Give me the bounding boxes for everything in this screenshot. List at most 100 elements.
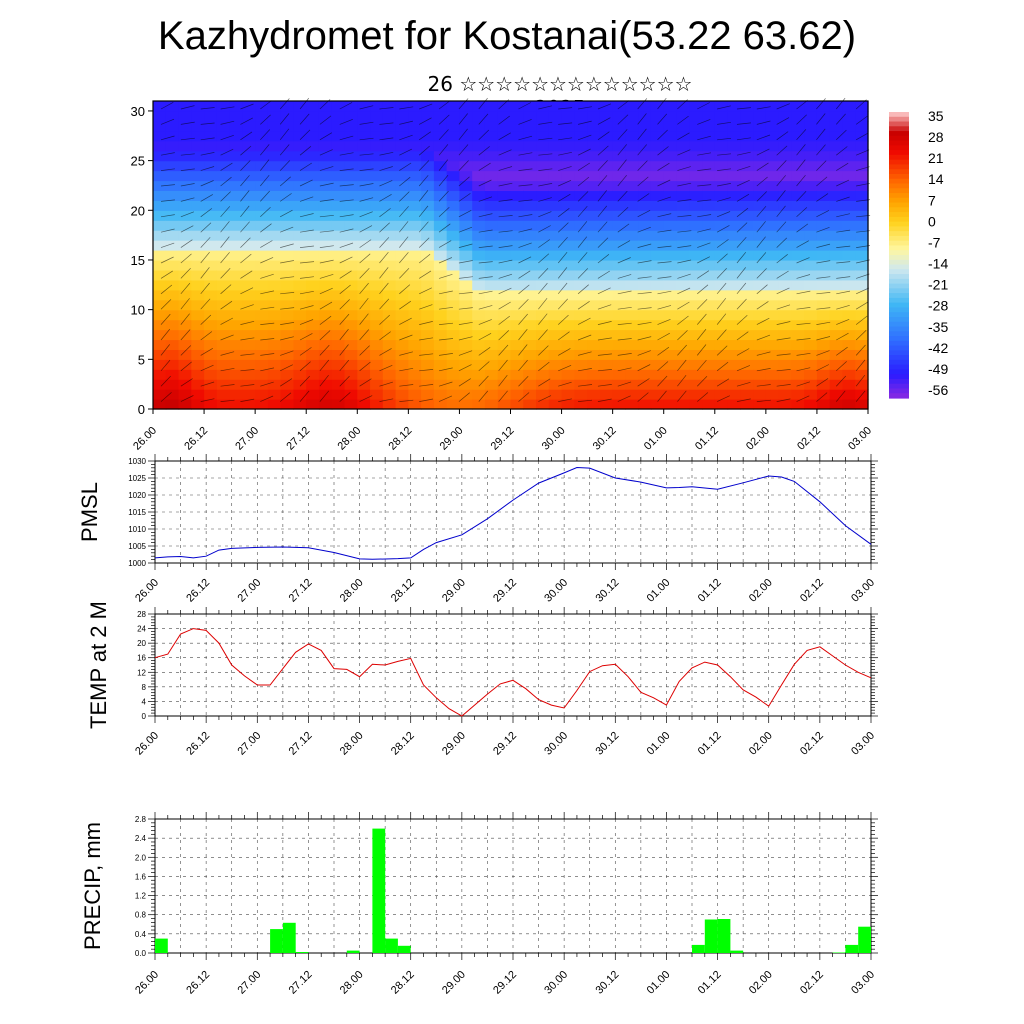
heatmap-cell [625, 180, 639, 192]
wind-barb [160, 184, 175, 187]
wind-barb [855, 287, 870, 295]
wind-barb [418, 205, 429, 218]
heatmap-cell [536, 180, 550, 192]
heatmap-cell [753, 101, 767, 112]
heatmap-cell [153, 359, 167, 370]
wind-barb [419, 384, 434, 387]
colorbar-swatch [889, 374, 909, 380]
x-tick-label: 26.12 [184, 730, 212, 758]
heatmap-cell [599, 399, 614, 410]
heatmap-cell [804, 160, 818, 172]
heatmap-cell [229, 170, 243, 182]
heatmap-cell [548, 230, 563, 241]
x-tick-label: 30.00 [542, 730, 570, 758]
colorbar-swatch [889, 388, 909, 394]
heatmap-cell [625, 200, 639, 211]
wind-barb [260, 338, 275, 341]
wind-barb [617, 144, 627, 156]
heatmap-cell [153, 279, 167, 291]
heatmap-cell [255, 319, 269, 331]
heatmap-cell [382, 329, 397, 341]
x-tick-label: 28.00 [338, 577, 366, 605]
heatmap-cell [727, 399, 741, 410]
wind-barb [677, 182, 692, 187]
wind-barb [776, 384, 791, 387]
heatmap-cell [421, 319, 435, 331]
colorbar-swatch [889, 202, 909, 208]
heatmap-cell [446, 250, 461, 261]
heatmap-cell [663, 180, 678, 192]
heatmap-cell [855, 110, 869, 122]
heatmap-cell [395, 180, 409, 192]
heatmap-cell [510, 359, 524, 370]
heatmap-cell [778, 319, 792, 331]
wind-barb [617, 174, 627, 187]
wind-barb [339, 344, 349, 356]
wind-barb [458, 260, 473, 264]
heatmap-cell [650, 259, 665, 271]
heatmap-cell [318, 269, 333, 281]
heatmap-cell [561, 269, 575, 281]
heatmap-cell [816, 180, 831, 192]
wind-barb [419, 117, 432, 125]
heatmap-cell [216, 289, 231, 301]
wind-barb [418, 237, 430, 248]
heatmap-cell [408, 269, 422, 281]
heatmap-cell [204, 170, 218, 182]
colorbar-swatch [889, 126, 909, 132]
heatmap-cell [382, 389, 397, 400]
heatmap-cell [816, 269, 831, 281]
wind-barb [756, 176, 768, 187]
wind-barb [776, 103, 790, 110]
heatmap-cell [855, 299, 869, 311]
heatmap-cell [280, 259, 295, 271]
heatmap-cell [178, 190, 192, 201]
wind-barb [438, 273, 453, 279]
heatmap-cell [370, 279, 384, 291]
wind-barb [280, 243, 294, 248]
heatmap-cell [267, 299, 282, 311]
heatmap-cell [370, 299, 384, 311]
x-tick-label: 02.00 [744, 425, 772, 453]
wind-barb [716, 297, 727, 310]
heatmap-cell [306, 101, 320, 112]
heatmap-cell [638, 369, 652, 380]
heatmap-cell [791, 329, 805, 341]
heatmap-cell [178, 250, 192, 261]
heatmap-cell [676, 289, 690, 301]
heatmap-cell [855, 150, 869, 162]
wind-barb [220, 268, 231, 279]
wind-barb [419, 103, 433, 110]
heatmap-cell [204, 389, 218, 400]
heatmap-cell [191, 230, 205, 241]
y-axis-label: PRECIP, mm [80, 822, 105, 950]
heatmap-cell [638, 120, 652, 132]
heatmap-cell [689, 349, 703, 360]
heatmap-cell [497, 140, 512, 152]
heatmap-cell [370, 319, 384, 331]
heatmap-cell [829, 269, 844, 281]
heatmap-cell [216, 319, 231, 331]
heatmap-cell [178, 230, 192, 241]
heatmap-cell [842, 309, 856, 321]
wind-barb [319, 301, 333, 310]
heatmap-cell [395, 250, 409, 261]
heatmap-cell [357, 220, 371, 231]
heatmap-cell [497, 349, 512, 360]
wind-barb [240, 175, 250, 187]
wind-barb [736, 398, 751, 402]
wind-barb [220, 148, 234, 156]
heatmap-cell [484, 379, 499, 390]
heatmap-cell [484, 339, 499, 350]
heatmap-cell [382, 299, 397, 311]
heatmap-cell [523, 101, 537, 112]
heatmap-cell [561, 200, 575, 211]
wind-barb [518, 359, 528, 372]
heatmap-cell [216, 329, 231, 341]
heatmap-cell [382, 130, 397, 142]
heatmap-cell [816, 339, 831, 350]
heatmap-cell [318, 259, 333, 271]
heatmap-cell [395, 230, 409, 241]
heatmap-cell [778, 289, 792, 301]
wind-barb [419, 398, 434, 402]
